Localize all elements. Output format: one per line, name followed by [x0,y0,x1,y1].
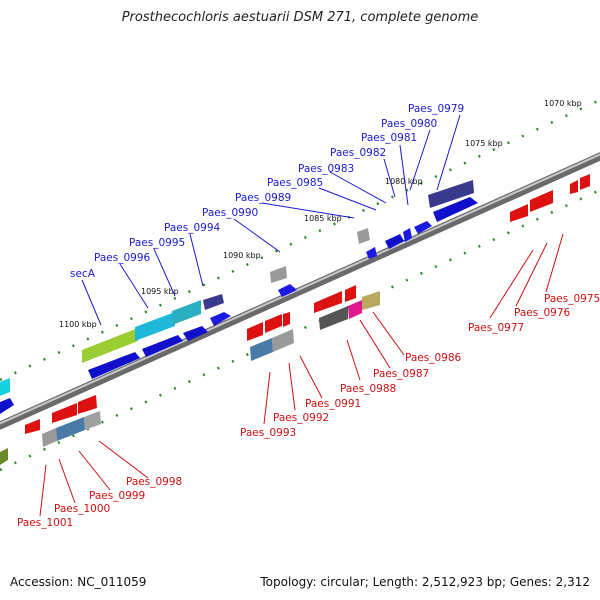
gene-label: Paes_1001 [17,517,73,529]
gene-label: Paes_0990 [202,207,258,219]
gene-arrow [203,294,224,310]
gene-arrow [530,190,553,212]
gene-arrow [580,174,590,190]
gene-arrow [0,448,8,465]
gene-label: Paes_0999 [89,490,145,502]
reverse-genes [0,174,590,465]
scale-line-forward [0,98,600,382]
gene-arrow [270,266,287,283]
gene-arrow [52,403,77,423]
gene-arrow [142,335,183,357]
gene-arrow [56,417,85,441]
gene-label: Paes_1000 [54,503,110,515]
gene-label: Paes_0992 [273,412,329,424]
scale-labels: 1070 kbp 1075 kbp 1080 kbp 1085 kbp 1090… [59,99,582,329]
gene-label: Paes_0987 [373,368,429,380]
gene-arrow [345,285,356,302]
gene-label: Paes_0977 [468,322,524,334]
gene-arrow [314,291,342,313]
genome-title: Prosthecochloris aestuarii DSM 271, comp… [121,10,479,25]
gene-arrow [84,411,101,430]
gene-arrow [0,378,10,396]
forward-genes [0,180,478,414]
scale-label: 1090 kbp [223,251,261,260]
gene-arrow [0,398,14,414]
gene-label: Paes_0994 [164,222,221,234]
gene-arrow [183,326,208,341]
gene-arrow [78,395,97,414]
gene-label: Paes_0982 [330,147,386,159]
gene-arrow [570,180,578,194]
gene-label: Paes_0998 [126,476,182,488]
gene-label: Paes_0993 [240,427,296,439]
scale-label: 1080 kbp [385,177,423,186]
gene-arrow [247,322,263,341]
gene-label: Paes_0975 [544,293,600,305]
gene-label: Paes_0980 [381,118,437,130]
reverse-leaders [39,233,564,517]
gene-arrow [82,328,138,363]
gene-label: secA [70,268,96,280]
gene-arrow [433,197,478,222]
gene-arrow [362,291,380,310]
scale-label: 1070 kbp [544,99,582,108]
gene-arrow [265,314,282,333]
gene-arrow [250,338,273,361]
gene-arrow [272,329,294,352]
gene-label: Paes_0976 [514,307,571,319]
gene-arrow [135,312,175,341]
gene-arrow [283,312,290,327]
scale-label: 1100 kbp [59,320,97,329]
gene-arrow [88,352,140,379]
gene-label: Paes_0991 [305,398,361,410]
gene-arrow [319,306,348,330]
gene-label: Paes_0981 [361,132,417,144]
gene-label: Paes_0996 [94,252,151,264]
accession-text: Accession: NC_011059 [10,575,147,589]
gene-arrow [366,247,377,259]
gene-arrow [510,204,528,222]
gene-arrow [428,180,474,208]
scale-label: 1085 kbp [304,214,342,223]
gene-arrow [414,221,432,234]
gene-arrow [278,284,297,297]
gene-arrow [25,419,40,434]
forward-leaders [81,114,461,326]
gene-label: Paes_0995 [129,237,185,249]
scale-label: 1075 kbp [465,139,503,148]
gene-label: Paes_0985 [267,177,323,189]
gene-arrow [348,300,362,319]
gene-arrow [172,300,201,325]
forward-gene-labels: Paes_0979 Paes_0980 Paes_0981 Paes_0982 … [70,103,464,280]
gene-arrow [357,228,370,244]
reverse-gene-labels: Paes_0975 Paes_0976 Paes_0977 Paes_0986 … [17,293,600,529]
gene-label: Paes_0988 [340,383,396,395]
gene-label: Paes_0989 [235,192,291,204]
gene-arrow [42,428,57,447]
dna-backbone [0,152,600,430]
gene-label: Paes_0983 [298,163,354,175]
gene-label: Paes_0979 [408,103,464,115]
topology-text: Topology: circular; Length: 2,512,923 bp… [260,575,590,589]
dna-backbone-highlight [0,153,600,425]
scale-label: 1095 kbp [141,287,179,296]
gene-arrow [385,234,404,249]
gene-label: Paes_0986 [405,352,462,364]
gene-arrow [403,228,412,242]
gene-arrow [210,312,231,326]
